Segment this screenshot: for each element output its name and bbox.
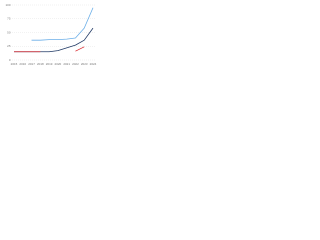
x-tick-label: 2023 <box>81 62 88 66</box>
x-tick-label: 2016 <box>19 62 26 66</box>
x-tick-label: 2024 <box>90 62 97 66</box>
y-tick-label: 100 <box>5 3 10 7</box>
x-tick-label: 2015 <box>11 62 18 66</box>
y-tick-label: 25 <box>7 44 11 48</box>
x-tick-label: 2020 <box>55 62 62 66</box>
y-tick-label: 0 <box>9 58 11 62</box>
series-line <box>14 46 85 53</box>
x-tick-label: 2019 <box>46 62 53 66</box>
y-tick-label: 50 <box>7 30 11 34</box>
x-tick-label: 2017 <box>28 62 35 66</box>
y-tick-label: 75 <box>7 17 11 21</box>
x-tick-label: 2018 <box>37 62 44 66</box>
x-tick-label: 2022 <box>72 62 79 66</box>
series-line <box>31 7 94 41</box>
x-tick-label: 2021 <box>63 62 70 66</box>
